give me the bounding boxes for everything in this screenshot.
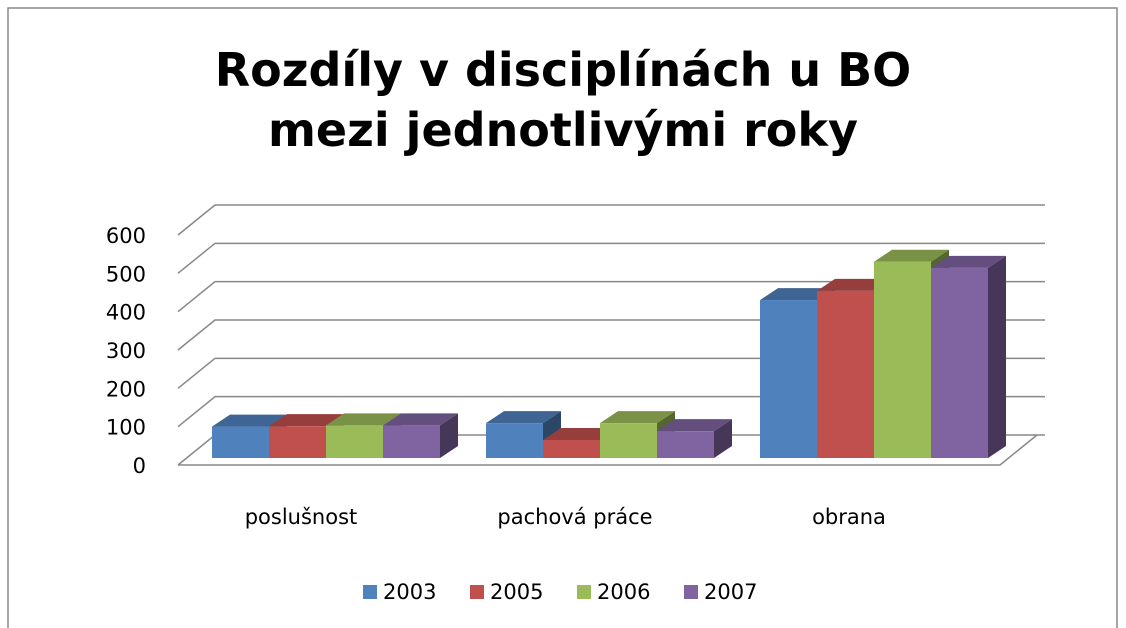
grid-line (177, 280, 1045, 313)
bar (326, 425, 383, 458)
bar-top (383, 413, 458, 426)
floor (178, 434, 1038, 466)
bar (269, 426, 326, 458)
bar (543, 439, 600, 458)
legend-label: 2003 (383, 580, 436, 604)
bar-top (486, 411, 561, 424)
legend-swatch (684, 585, 698, 599)
grid-line (177, 204, 1045, 236)
legend-label: 2006 (597, 580, 650, 604)
bar (486, 423, 543, 458)
bar (600, 423, 657, 458)
bar-top (657, 419, 732, 432)
x-tick-label: obrana (812, 505, 886, 529)
chart-title: Rozdíly v disciplínách u BO mezi jednotl… (214, 43, 912, 157)
y-tick-label: 600 (106, 224, 146, 248)
bar-top (600, 411, 675, 424)
bar-top (326, 413, 401, 426)
bar (817, 290, 874, 458)
legend-swatch (577, 585, 591, 599)
bar (760, 300, 817, 458)
grid-line (177, 242, 1045, 274)
legend-label: 2007 (704, 580, 757, 604)
y-tick-label: 100 (106, 416, 146, 440)
bar-top (760, 288, 835, 301)
y-tick-label: 0 (133, 454, 146, 478)
bar (874, 261, 931, 458)
bar-top (212, 414, 287, 427)
bar (931, 267, 988, 458)
bar-side (988, 255, 1006, 458)
bar-top (874, 249, 949, 262)
y-tick-label: 400 (106, 301, 146, 325)
legend-label: 2005 (490, 580, 543, 604)
bar-top (817, 278, 892, 291)
bar-side (714, 419, 732, 458)
x-tick-label: poslušnost (245, 505, 358, 529)
bar (657, 431, 714, 458)
bar-top (931, 255, 1006, 268)
x-tick-label: pachová práce (497, 505, 652, 529)
bar (383, 425, 440, 458)
legend-swatch (470, 585, 484, 599)
y-tick-label: 500 (106, 262, 146, 286)
y-tick-label: 200 (106, 377, 146, 401)
legend-swatch (363, 585, 377, 599)
bar (212, 426, 269, 458)
bar-top (269, 414, 344, 427)
chart-border (7, 7, 1118, 628)
bar-side (440, 413, 458, 458)
bar-top (543, 427, 618, 440)
y-tick-label: 300 (106, 339, 146, 363)
